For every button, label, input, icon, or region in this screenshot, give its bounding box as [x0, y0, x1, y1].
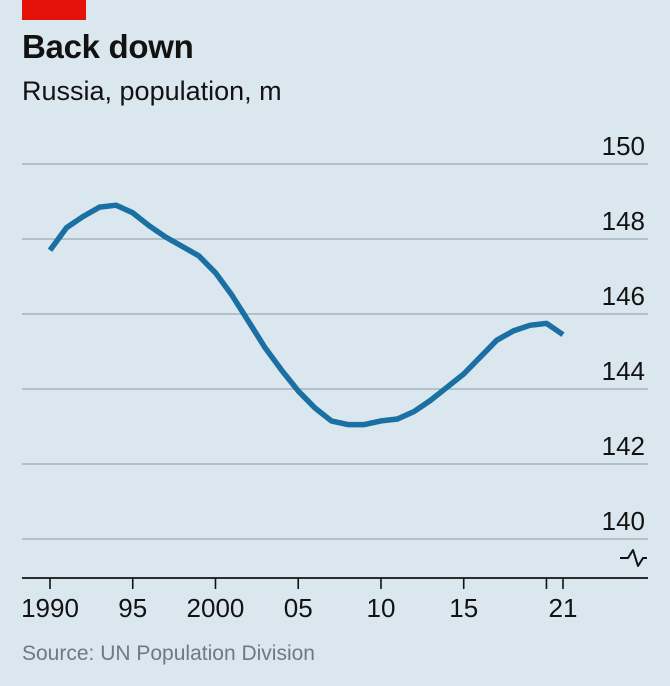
y-tick-label-150: 150	[602, 131, 645, 161]
y-axis-tick-labels: 140 142 144 146 148 150	[602, 131, 645, 536]
x-tick-label-2015: 15	[449, 593, 478, 623]
x-tick-label-1990: 1990	[21, 593, 79, 623]
x-tick-label-2010: 10	[367, 593, 396, 623]
x-tick-label-2005: 05	[284, 593, 313, 623]
chart-title: Back down	[22, 28, 194, 65]
y-tick-label-144: 144	[602, 356, 645, 386]
x-axis-tick-labels: 1990 95 2000 05 10 15 21	[21, 593, 577, 623]
series-lines	[47, 202, 565, 428]
axis-break-symbol	[620, 549, 647, 567]
x-tick-label-2021: 21	[549, 593, 578, 623]
brand-tag	[22, 0, 86, 20]
gridlines	[22, 163, 648, 540]
y-tick-label-140: 140	[602, 506, 645, 536]
x-tick-label-2000: 2000	[187, 593, 245, 623]
source-note: Source: UN Population Division	[22, 642, 315, 665]
x-axis	[22, 577, 648, 589]
y-tick-label-142: 142	[602, 431, 645, 461]
y-tick-label-146: 146	[602, 281, 645, 311]
series-line-population	[47, 202, 565, 428]
x-tick-label-1995: 95	[118, 593, 147, 623]
axis-break-icon	[620, 549, 647, 567]
chart-subtitle: Russia, population, m	[22, 76, 282, 106]
y-tick-label-148: 148	[602, 206, 645, 236]
